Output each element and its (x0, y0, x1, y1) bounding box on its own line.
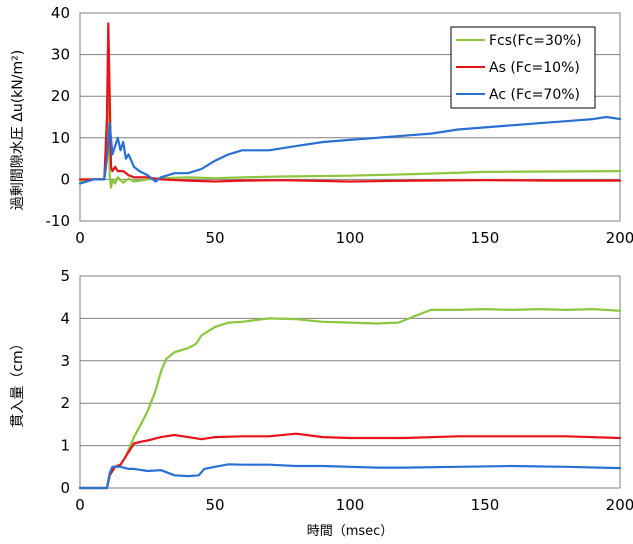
p2-plot-area (79, 275, 621, 489)
legend-label-fcs: Fcs(Fc=30%) (489, 33, 582, 49)
p2-ytick-0: 0 (60, 479, 70, 497)
p2-ytick-5: 5 (60, 267, 70, 285)
legend: Fcs(Fc=30%) As (Fc=10%) Ac (Fc=70%) (450, 26, 596, 109)
p2-series-fcs (78, 308, 622, 490)
p2-series-ac (78, 463, 622, 490)
p2-ytick-1: 1 (60, 437, 70, 455)
p1-ytick-5: 40 (51, 4, 70, 22)
p2-ytick-4: 4 (60, 309, 70, 327)
p2-x-axis-label: 時間（msec） (307, 524, 394, 539)
p1-ytick-4: 30 (51, 46, 70, 64)
p1-xtick-1: 50 (205, 229, 224, 247)
p2-y-axis-label: 貫入量（cm） (10, 336, 26, 427)
p1-ytick-2: 10 (51, 129, 70, 147)
p2-ytick-2: 2 (60, 394, 70, 412)
p1-xtick-0: 0 (75, 229, 85, 247)
legend-label-ac: Ac (Fc=70%) (489, 87, 580, 103)
p1-xtick-2: 100 (336, 229, 365, 247)
p2-x-tick-labels: 0 50 100 150 200 (75, 496, 633, 514)
p2-xtick-1: 50 (205, 496, 224, 514)
p2-series-as (78, 432, 622, 490)
legend-label-as: As (Fc=10%) (489, 60, 580, 76)
p2-xtick-2: 100 (336, 496, 365, 514)
p2-gridlines (80, 317, 620, 447)
chart-penetration: 0 1 2 3 4 5 0 50 100 150 200 貫入量（cm） 時間（msec） (10, 267, 633, 539)
p1-series-group (78, 22, 622, 189)
p1-x-tick-labels: 0 50 100 150 200 (75, 229, 633, 247)
p1-ytick-1: 0 (60, 170, 70, 188)
p1-plot-area (79, 12, 621, 222)
p2-y-tick-labels: 0 1 2 3 4 5 (60, 267, 70, 497)
p2-xtick-4: 200 (606, 496, 633, 514)
p1-series-as (78, 22, 622, 183)
p1-xtick-4: 200 (606, 229, 633, 247)
p1-y-tick-labels: -10 0 10 20 30 40 (46, 4, 71, 230)
p1-ytick-0: -10 (46, 212, 71, 230)
p2-xtick-0: 0 (75, 496, 85, 514)
p2-ytick-3: 3 (60, 352, 70, 370)
p2-xtick-3: 150 (471, 496, 500, 514)
p1-xtick-3: 150 (471, 229, 500, 247)
p1-y-axis-label: 過剰間隙水圧 Δu(kN/m²) (10, 50, 26, 210)
p2-series-group (78, 308, 622, 490)
p1-ytick-3: 20 (51, 87, 70, 105)
p1-series-ac (78, 115, 622, 185)
